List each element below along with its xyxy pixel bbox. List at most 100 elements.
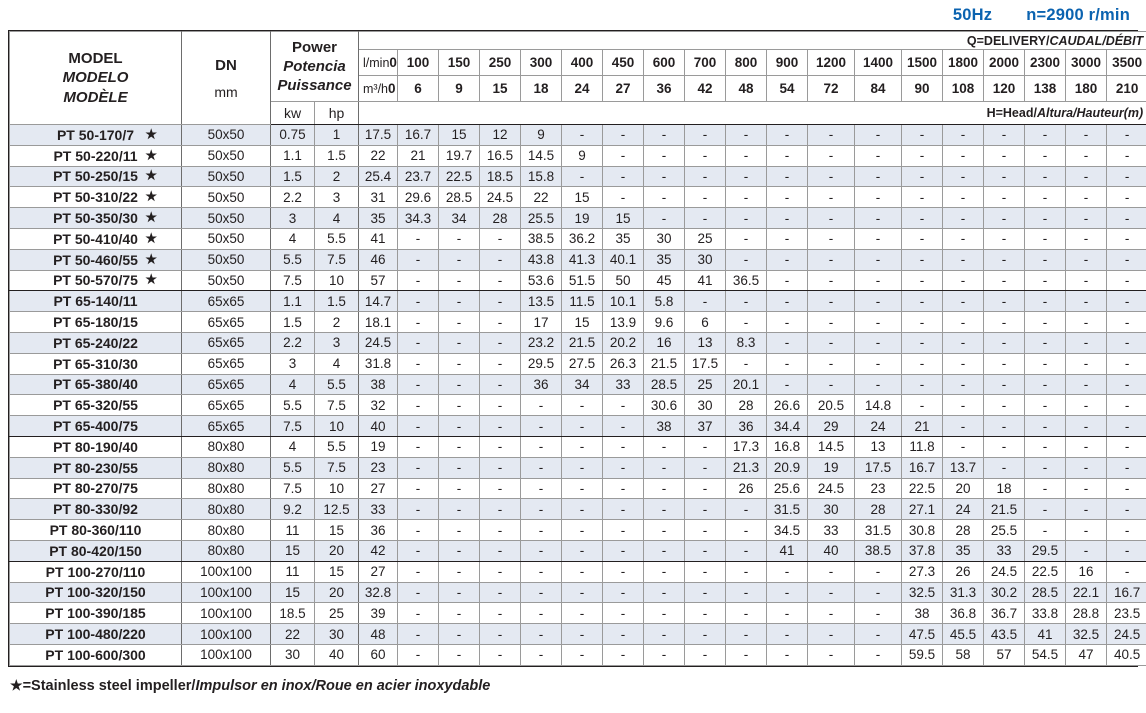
cell-head: - [901,352,943,375]
cell-head: - [1065,519,1107,541]
cell-head: - [766,290,808,313]
table-row: PT 80-230/55 80x80 5.5 7.5 23- - - - - - - -21.3 20.… [9,456,1146,479]
cell-head: - [561,519,603,541]
star-icon: ★ [145,251,157,267]
cell-head: - [942,394,984,417]
cell-head: - [479,227,521,250]
cell-head: - [854,602,902,625]
cell-head: - [942,248,984,271]
cell-hp: 5.5 [314,227,359,250]
cell-head: - [766,311,808,333]
cell-head: - [942,144,984,167]
cell-hp: 15 [314,560,359,583]
cell-head: - [438,623,480,645]
cell-head: - [1105,560,1146,583]
cell-hp: 7.5 [314,456,359,479]
cell-head: - [725,124,767,146]
cell-kw: 30 [270,643,315,666]
cell-head: - [1065,498,1107,521]
cell-head: - [766,373,808,396]
cell-dn: 80x80 [181,498,271,521]
header-flow-lmin: 1400 [854,49,902,76]
cell-head: 21.5 [561,331,603,354]
table-row: PT 50-570/75 ★ 50x50 7.5 10 57- - -53.6 51.5 50 45… [9,269,1146,292]
cell-model: PT 80-360/110 [9,519,182,541]
table-row: PT 65-320/55 65x65 5.5 7.5 32- - - - - -30.6 30 28 2… [9,394,1146,417]
cell-head: - [438,581,480,604]
cell-head: 41 [766,539,808,562]
cell-head: 17.5 [854,456,902,479]
cell-head: 28 [854,498,902,521]
table-row: PT 80-330/92 80x80 9.2 12.5 33- - - - - - - - -31.5 3… [9,498,1146,521]
cell-head: - [854,207,902,229]
cell-head: 35 [602,227,644,250]
cell-head: - [479,435,521,458]
cell-dn: 80x80 [181,477,271,500]
cell-dn: 50x50 [181,207,271,229]
cell-head: 31.5 [766,498,808,521]
cell-head: - [561,477,603,500]
table-row: PT 50-310/22 ★ 50x50 2.2 3 31 29.6 28.5 24.5 22 15… [9,186,1146,209]
table-row: PT 50-170/7 ★ 50x50 0.75 1 17.5 16.7 15 12 9- - - - -… [9,124,1146,146]
cell-head: - [901,373,943,396]
cell-head: - [397,435,439,458]
cell-head: - [561,643,603,666]
cell-model: PT 65-240/22 [9,331,182,354]
cell-head: - [602,144,644,167]
header-flow-m3h: 138 [1024,75,1066,102]
cell-head: 16.7 [397,124,439,146]
cell-head: 9 [520,124,562,146]
cell-head: - [1024,248,1066,271]
cell-head: - [942,227,984,250]
cell-head: 51.5 [561,269,603,292]
cell-model: PT 80-420/150 [9,539,182,562]
cell-head: 11.5 [561,290,603,313]
cell-kw: 4 [270,227,315,250]
cell-kw: 7.5 [270,415,315,437]
cell-head: 23 [358,456,398,479]
cell-head: 15 [561,311,603,333]
cell-head: 22 [358,144,398,167]
cell-head: - [983,269,1025,292]
cell-head: 36 [358,519,398,541]
cell-head: - [807,581,855,604]
cell-head: - [766,581,808,604]
cell-head: - [983,331,1025,354]
cell-head: - [438,602,480,625]
cell-head: - [684,290,726,313]
cell-head: 30 [807,498,855,521]
cell-head: 30.6 [643,394,685,417]
cell-head: - [901,227,943,250]
cell-head: 36.8 [942,602,984,625]
cell-head: - [1065,477,1107,500]
header-flow-lmin: 700 [684,49,726,76]
cell-head: - [854,124,902,146]
cell-head: - [520,477,562,500]
cell-model: PT 50-570/75 ★ [9,269,182,292]
cell-head: - [901,186,943,209]
cell-model: PT 50-410/40 ★ [9,227,182,250]
cell-model: PT 100-480/220 [9,623,182,645]
cell-head: - [942,165,984,188]
cell-head: - [766,331,808,354]
cell-head: - [561,560,603,583]
cell-kw: 11 [270,519,315,541]
cell-head: - [725,207,767,229]
cell-head: - [1105,352,1146,375]
cell-model: PT 50-170/7 ★ [9,124,182,146]
cell-head: 30.2 [983,581,1025,604]
cell-hp: 7.5 [314,394,359,417]
cell-head: 25 [684,373,726,396]
cell-head: - [684,643,726,666]
cell-head: 36 [725,415,767,437]
cell-head: 33.8 [1024,602,1066,625]
cell-head: 17.5 [358,124,398,146]
cell-head: 21 [397,144,439,167]
cell-head: - [438,290,480,313]
cell-head: - [602,643,644,666]
header-unit-kw: kw [270,101,315,125]
table-row: PT 100-320/150 100x100 15 20 32.8- - - - - - - - - - -… [9,581,1146,604]
cell-dn: 50x50 [181,165,271,188]
cell-head: - [725,186,767,209]
cell-head: 40 [807,539,855,562]
